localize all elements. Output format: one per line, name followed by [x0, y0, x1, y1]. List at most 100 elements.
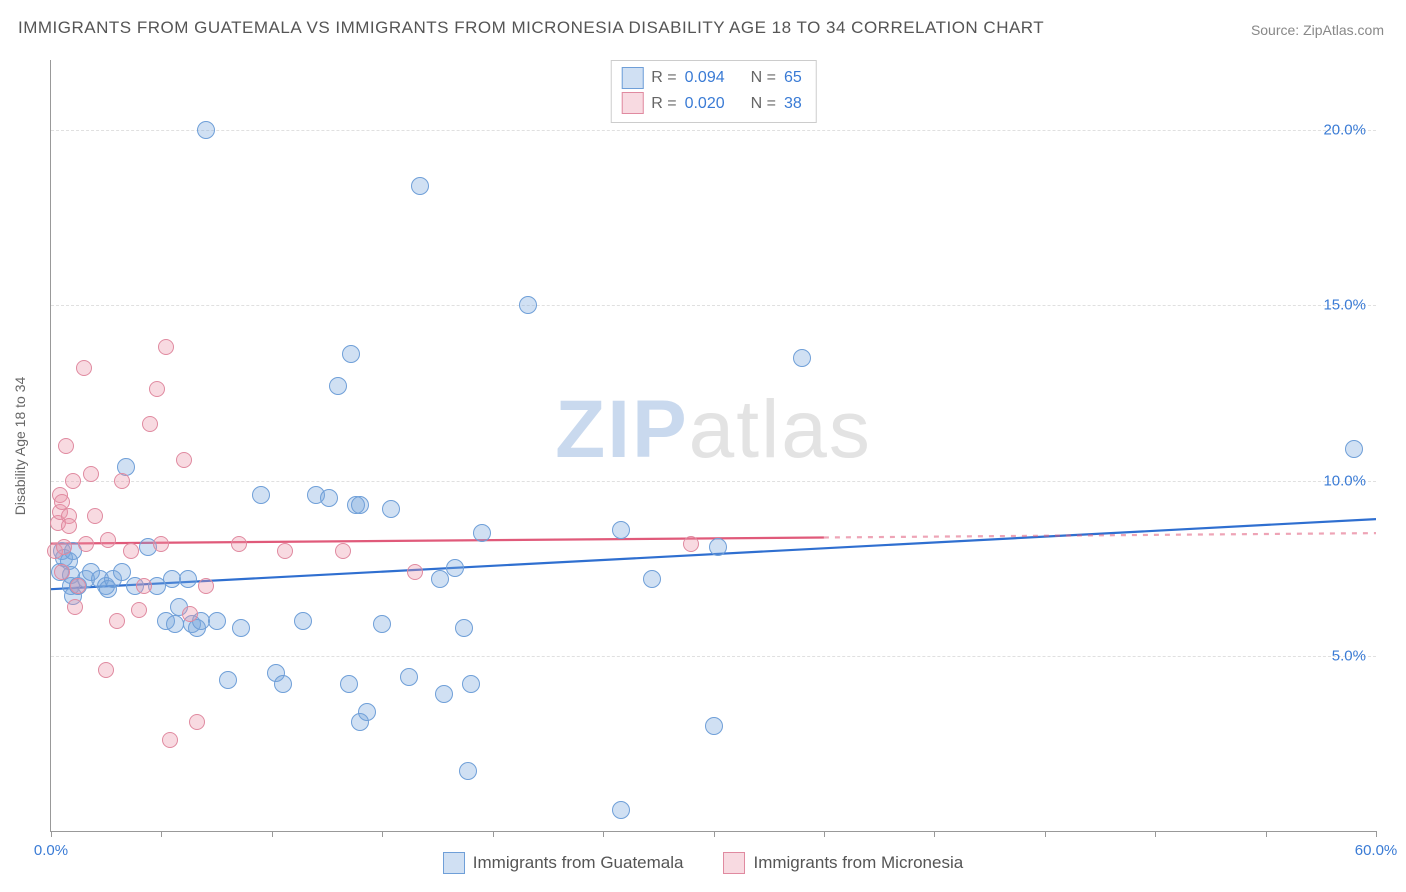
data-point-micronesia	[153, 536, 169, 552]
legend-row: R = 0.094 N = 65	[621, 65, 802, 91]
y-tick-label: 20.0%	[1323, 122, 1366, 139]
data-point-micronesia	[65, 473, 81, 489]
data-point-guatemala	[1345, 440, 1363, 458]
data-point-micronesia	[54, 564, 70, 580]
legend-n-label: N =	[751, 65, 776, 91]
data-point-guatemala	[274, 675, 292, 693]
data-point-micronesia	[162, 732, 178, 748]
x-tick	[272, 831, 273, 837]
data-point-guatemala	[709, 538, 727, 556]
data-point-guatemala	[179, 570, 197, 588]
chart-title: IMMIGRANTS FROM GUATEMALA VS IMMIGRANTS …	[18, 18, 1044, 38]
data-point-micronesia	[114, 473, 130, 489]
data-point-micronesia	[76, 360, 92, 376]
data-point-guatemala	[643, 570, 661, 588]
data-point-guatemala	[382, 500, 400, 518]
data-point-guatemala	[342, 345, 360, 363]
x-tick	[714, 831, 715, 837]
data-point-guatemala	[294, 612, 312, 630]
legend-correlation: R = 0.094 N = 65 R = 0.020 N = 38	[610, 60, 817, 123]
legend-series-item: Immigrants from Guatemala	[443, 852, 684, 874]
legend-series: Immigrants from Guatemala Immigrants from…	[0, 852, 1406, 874]
data-point-guatemala	[446, 559, 464, 577]
data-point-guatemala	[320, 489, 338, 507]
data-point-guatemala	[705, 717, 723, 735]
x-tick	[603, 831, 604, 837]
legend-swatch	[621, 67, 643, 89]
data-point-guatemala	[400, 668, 418, 686]
x-tick	[1045, 831, 1046, 837]
data-point-micronesia	[683, 536, 699, 552]
legend-series-label: Immigrants from Micronesia	[753, 853, 963, 873]
legend-n-label: N =	[751, 91, 776, 117]
data-point-guatemala	[252, 486, 270, 504]
data-point-micronesia	[58, 438, 74, 454]
y-tick-label: 5.0%	[1332, 647, 1366, 664]
data-point-micronesia	[109, 613, 125, 629]
data-point-micronesia	[98, 662, 114, 678]
grid-line	[51, 481, 1376, 482]
data-point-guatemala	[219, 671, 237, 689]
data-point-micronesia	[100, 532, 116, 548]
data-point-micronesia	[67, 599, 83, 615]
data-point-micronesia	[277, 543, 293, 559]
data-point-micronesia	[61, 518, 77, 534]
x-tick	[1376, 831, 1377, 837]
data-point-guatemala	[459, 762, 477, 780]
x-tick	[382, 831, 383, 837]
data-point-guatemala	[373, 615, 391, 633]
y-tick-label: 10.0%	[1323, 472, 1366, 489]
x-tick	[51, 831, 52, 837]
watermark-atlas: atlas	[689, 384, 872, 475]
data-point-guatemala	[519, 296, 537, 314]
legend-r-label: R =	[651, 65, 676, 91]
data-point-micronesia	[131, 602, 147, 618]
legend-r-value: 0.094	[685, 65, 725, 91]
y-tick-label: 15.0%	[1323, 297, 1366, 314]
x-tick	[934, 831, 935, 837]
data-point-micronesia	[56, 539, 72, 555]
source-label: Source: ZipAtlas.com	[1251, 22, 1384, 38]
data-point-guatemala	[208, 612, 226, 630]
data-point-guatemala	[411, 177, 429, 195]
data-point-guatemala	[351, 496, 369, 514]
data-point-guatemala	[431, 570, 449, 588]
data-point-micronesia	[83, 466, 99, 482]
x-tick	[1266, 831, 1267, 837]
data-point-micronesia	[198, 578, 214, 594]
data-point-guatemala	[197, 121, 215, 139]
legend-swatch	[443, 852, 465, 874]
data-point-micronesia	[87, 508, 103, 524]
data-point-micronesia	[176, 452, 192, 468]
legend-swatch	[723, 852, 745, 874]
data-point-micronesia	[189, 714, 205, 730]
x-tick	[824, 831, 825, 837]
legend-r-label: R =	[651, 91, 676, 117]
data-point-guatemala	[329, 377, 347, 395]
data-point-micronesia	[231, 536, 247, 552]
data-point-micronesia	[149, 381, 165, 397]
trend-lines	[51, 60, 1376, 831]
watermark-zip: ZIP	[555, 384, 689, 475]
y-axis-label: Disability Age 18 to 34	[12, 377, 28, 516]
data-point-micronesia	[70, 578, 86, 594]
data-point-guatemala	[612, 521, 630, 539]
x-tick	[493, 831, 494, 837]
watermark: ZIPatlas	[555, 383, 872, 477]
legend-n-value: 38	[784, 91, 802, 117]
data-point-micronesia	[407, 564, 423, 580]
legend-series-item: Immigrants from Micronesia	[723, 852, 963, 874]
data-point-guatemala	[232, 619, 250, 637]
data-point-micronesia	[335, 543, 351, 559]
data-point-guatemala	[793, 349, 811, 367]
data-point-guatemala	[462, 675, 480, 693]
data-point-guatemala	[473, 524, 491, 542]
data-point-micronesia	[142, 416, 158, 432]
legend-r-value: 0.020	[685, 91, 725, 117]
data-point-guatemala	[358, 703, 376, 721]
data-point-guatemala	[166, 615, 184, 633]
legend-n-value: 65	[784, 65, 802, 91]
grid-line	[51, 130, 1376, 131]
data-point-guatemala	[612, 801, 630, 819]
x-tick	[1155, 831, 1156, 837]
